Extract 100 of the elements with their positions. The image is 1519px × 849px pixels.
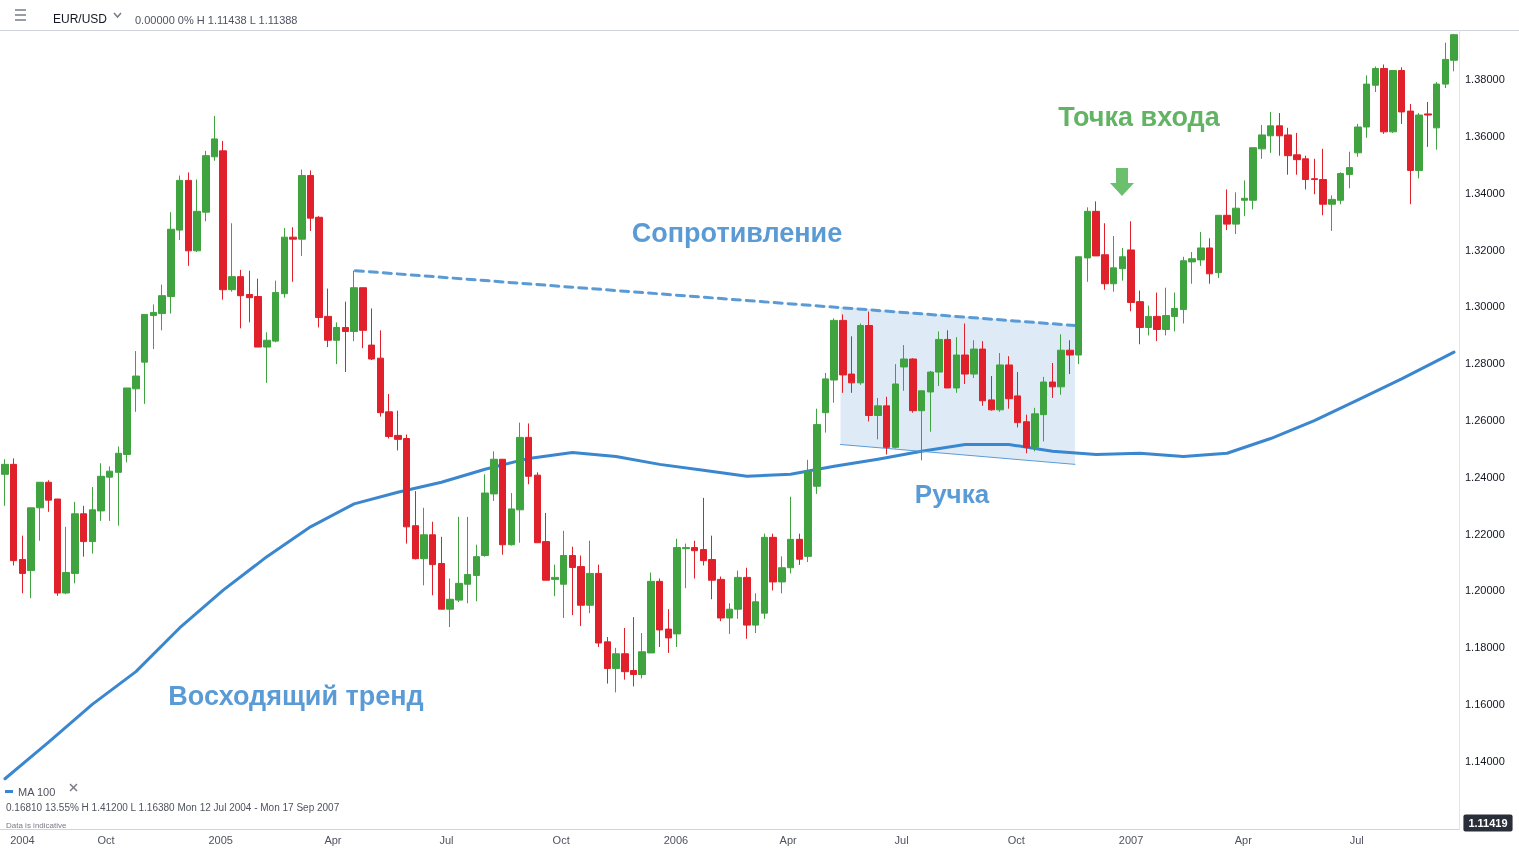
- y-tick-label: 1.34000: [1465, 186, 1505, 199]
- candlestick: [1215, 214, 1222, 279]
- candlestick: [438, 536, 445, 610]
- candlestick: [1066, 339, 1074, 375]
- candlestick: [665, 608, 672, 654]
- candlestick: [1075, 256, 1082, 365]
- legend-label: MA 100: [18, 785, 56, 798]
- line-series: [3, 350, 1456, 781]
- candlestick: [1084, 206, 1091, 283]
- candlestick: [1407, 103, 1414, 205]
- candlestick: [1424, 101, 1432, 148]
- candlestick: [141, 313, 148, 405]
- candlestick: [237, 269, 244, 329]
- candlestick: [691, 540, 698, 580]
- y-tick-label: 1.16000: [1465, 698, 1505, 711]
- annotation: Восходящий тренд: [168, 681, 424, 711]
- annotation: Ручка: [914, 479, 990, 509]
- x-tick-label: Jul: [1349, 833, 1364, 846]
- candlestick: [752, 592, 759, 634]
- text: 1.11419: [1468, 817, 1508, 829]
- candlestick: [944, 329, 951, 389]
- y-tick-label: 1.20000: [1465, 584, 1505, 597]
- candlestick: [219, 140, 227, 301]
- candlestick: [1110, 235, 1117, 293]
- candlestick: [874, 397, 882, 440]
- candlestick: [54, 498, 61, 597]
- annotation: Сопротивление: [631, 218, 843, 248]
- candlestick: [1380, 64, 1388, 135]
- candlestick: [1153, 292, 1161, 342]
- y-tick-label: 1.24000: [1465, 470, 1505, 483]
- candlestick: [429, 521, 436, 596]
- candlestick: [883, 396, 890, 455]
- candlestick: [10, 457, 17, 566]
- y-tick-label: 1.22000: [1465, 527, 1505, 540]
- candlestick: [1398, 66, 1405, 125]
- candlestick: [604, 636, 611, 685]
- candlestick: [1346, 151, 1353, 189]
- candlestick: [19, 535, 26, 594]
- candlestick: [918, 390, 925, 461]
- candlestick: [988, 375, 995, 412]
- x-tick-label: Jul: [439, 833, 454, 846]
- x-tick-label: 2007: [1118, 833, 1144, 846]
- candlestick: [996, 352, 1004, 413]
- candlestick: [499, 458, 506, 556]
- candlestick: [1119, 247, 1126, 282]
- candlestick: [595, 564, 602, 648]
- candlestick: [1372, 66, 1379, 93]
- candlestick: [228, 222, 236, 293]
- y-tick-label: 1.28000: [1465, 357, 1505, 370]
- x-tick-label: Oct: [552, 833, 570, 846]
- candlestick: [769, 533, 777, 591]
- candlestick: [586, 540, 594, 614]
- candlestick: [333, 321, 340, 365]
- candlestick: [900, 344, 908, 392]
- candlestick: [865, 311, 873, 422]
- x-tick-label: 2005: [208, 833, 233, 846]
- candlestick: [1223, 188, 1231, 231]
- x-tick-label: Oct: [1007, 833, 1025, 846]
- x-tick-label: Jul: [894, 833, 909, 846]
- candlestick: [953, 336, 960, 394]
- candlestick: [979, 340, 986, 407]
- candlestick: [412, 490, 419, 560]
- candlestick: [1433, 81, 1440, 151]
- candlestick: [743, 567, 751, 640]
- candlestick: [612, 647, 620, 693]
- candlestick: [970, 339, 978, 379]
- y-tick-label: 1.36000: [1465, 130, 1505, 143]
- candlestick: [1023, 414, 1030, 454]
- candlestick: [1206, 237, 1213, 285]
- candlestick: [761, 533, 768, 620]
- candlestick: [342, 301, 349, 373]
- chart-subtitle: 0.00000 0% H 1.11438 L 1.11388: [135, 13, 298, 26]
- candlestick: [298, 169, 306, 257]
- annotation: Data is indicative: [6, 820, 68, 830]
- candlestick: [281, 227, 288, 299]
- x-tick-label: Apr: [324, 833, 342, 846]
- y-tick-label: 1.18000: [1465, 641, 1505, 654]
- candlestick: [350, 270, 358, 342]
- candlestick: [892, 363, 899, 449]
- candlestick: [1145, 305, 1152, 336]
- candlestick: [359, 287, 367, 349]
- candlestick: [80, 505, 87, 558]
- candlestick: [420, 507, 428, 586]
- candlestick: [1049, 362, 1056, 399]
- candlestick: [857, 323, 864, 386]
- candlestick: [473, 544, 480, 602]
- candlestick: [45, 479, 52, 513]
- annotation: 0.16810 13.55% H 1.41200 L 1.16380 Mon 12 Jul 2004 - Mon 17 Sep 2007: [6, 801, 340, 813]
- annotation: Точка входа: [1058, 102, 1221, 132]
- candlestick: [1389, 69, 1397, 134]
- candlestick: [1, 458, 9, 507]
- candlestick: [525, 422, 532, 485]
- x-tick-label: 2004: [10, 833, 35, 846]
- y-tick-label: 1.30000: [1465, 300, 1505, 313]
- candlestick: [796, 533, 803, 566]
- candlestick: [1232, 191, 1240, 235]
- candlestick: [656, 578, 663, 648]
- candlestick: [185, 171, 192, 267]
- candlestick: [289, 226, 297, 283]
- y-tick-label: 1.26000: [1465, 414, 1505, 427]
